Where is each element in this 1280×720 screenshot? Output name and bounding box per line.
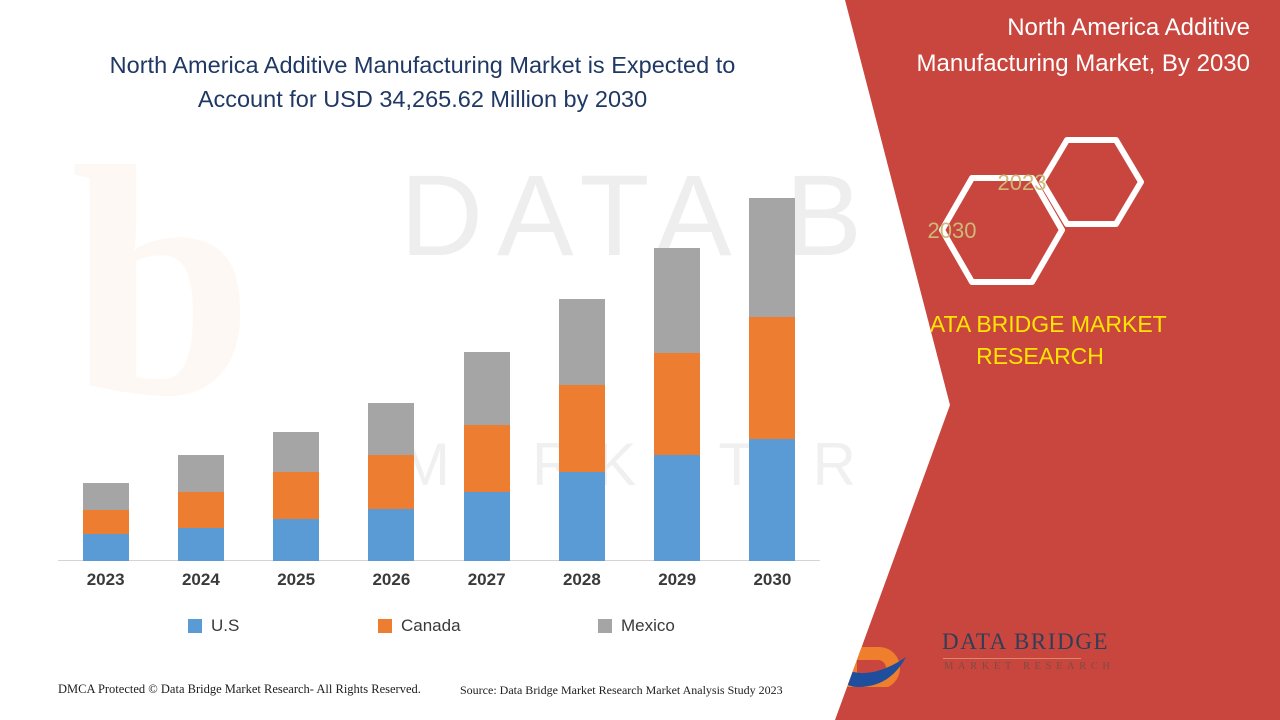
x-axis-tick-labels: 2023 2024 2025 2026 2027 2028 2029 2030 <box>58 570 820 596</box>
x-tick-2024: 2024 <box>181 570 220 589</box>
chart-title-line-2: Account for USD 34,265.62 Million by 203… <box>197 86 648 112</box>
legend-swatch-icon <box>598 619 612 633</box>
x-tick-2023: 2023 <box>86 570 125 589</box>
panel-title-line-2: Manufacturing Market, By 2030 <box>916 50 1250 77</box>
bar-segment-Canada-2024[interactable] <box>177 492 224 528</box>
bar-segment-US-2029[interactable] <box>654 454 701 561</box>
logo-divider <box>943 658 1081 659</box>
brand-name-line-2: RESEARCH <box>976 343 1104 369</box>
bar-segment-US-2027[interactable] <box>463 492 510 561</box>
logo-subtitle: MARKET RESEARCH <box>944 661 1115 672</box>
legend-label: Canada <box>401 616 461 635</box>
bar-segment-Mexico-2029[interactable] <box>654 247 701 353</box>
bar-segment-Canada-2029[interactable] <box>654 352 701 455</box>
hexagon-2023-label: 2023 <box>997 170 1047 195</box>
bar-segment-Mexico-2030[interactable] <box>749 198 796 317</box>
legend-item-Mexico[interactable]: Mexico <box>598 616 675 636</box>
legend-item-Canada[interactable]: Canada <box>378 616 461 636</box>
bar-segment-US-2023[interactable] <box>82 533 129 561</box>
bar-segment-US-2026[interactable] <box>368 508 415 561</box>
bar-segment-Mexico-2023[interactable] <box>82 483 129 511</box>
bar-segment-Mexico-2025[interactable] <box>273 431 320 473</box>
bar-segment-Canada-2025[interactable] <box>273 472 320 519</box>
bar-segment-US-2028[interactable] <box>558 472 605 561</box>
panel-title: North America Additive Manufacturing Mar… <box>850 10 1250 82</box>
bar-segment-Mexico-2026[interactable] <box>368 403 415 455</box>
brand-panel: North America Additive Manufacturing Mar… <box>835 0 1280 720</box>
company-logo: DATA BRIDGE MARKET RESEARCH <box>835 625 1110 695</box>
hexagon-2023-shape <box>1039 137 1144 227</box>
bar-segment-Mexico-2024[interactable] <box>177 454 224 493</box>
bar-segment-Mexico-2027[interactable] <box>463 351 510 425</box>
x-tick-2030: 2030 <box>753 570 792 589</box>
logo-title: DATA BRIDGE <box>942 629 1110 654</box>
stacked-bar-chart: 2023 2024 2025 2026 2027 2028 2029 2030 <box>58 180 820 596</box>
bar-segment-US-2030[interactable] <box>749 438 796 561</box>
x-tick-2029: 2029 <box>658 570 697 589</box>
source-note: Source: Data Bridge Market Research Mark… <box>460 683 783 697</box>
brand-name: DATA BRIDGE MARKET RESEARCH <box>840 308 1240 372</box>
bar-segment-US-2024[interactable] <box>177 527 224 561</box>
hexagon-2030-label: 2030 <box>927 218 977 243</box>
logo-swoosh-shape <box>835 657 906 687</box>
x-axis-line <box>58 560 820 561</box>
bar-plot-area <box>58 180 820 561</box>
chart-legend: U.S Canada Mexico <box>58 616 758 642</box>
bar-segment-Mexico-2028[interactable] <box>558 299 605 386</box>
bar-segment-Canada-2023[interactable] <box>82 510 129 534</box>
x-tick-2027: 2027 <box>467 570 506 589</box>
bar-segment-Canada-2026[interactable] <box>368 454 415 509</box>
chart-title: North America Additive Manufacturing Mar… <box>60 48 785 116</box>
bar-segment-Canada-2027[interactable] <box>463 424 510 493</box>
legend-swatch-icon <box>188 619 202 633</box>
x-tick-2025: 2025 <box>277 570 316 589</box>
chart-title-line-1: North America Additive Manufacturing Mar… <box>109 52 736 78</box>
bar-segment-US-2025[interactable] <box>273 518 320 561</box>
dmca-notice: DMCA Protected © Data Bridge Market Rese… <box>58 682 421 696</box>
legend-swatch-icon <box>378 619 392 633</box>
hexagon-svg <box>939 137 1144 285</box>
bar-segment-Canada-2030[interactable] <box>749 316 796 439</box>
brand-name-line-1: DATA BRIDGE MARKET <box>913 311 1167 337</box>
panel-title-line-1: North America Additive <box>1007 14 1250 41</box>
hexagon-group: 2023 2030 <box>920 132 1180 292</box>
x-tick-2028: 2028 <box>562 570 601 589</box>
hexagon-2030-shape <box>939 175 1065 285</box>
legend-label: U.S <box>211 616 240 635</box>
legend-item-US[interactable]: U.S <box>188 616 239 636</box>
bar-segment-Canada-2028[interactable] <box>558 385 605 473</box>
legend-label: Mexico <box>621 616 675 635</box>
x-tick-2026: 2026 <box>372 570 411 589</box>
